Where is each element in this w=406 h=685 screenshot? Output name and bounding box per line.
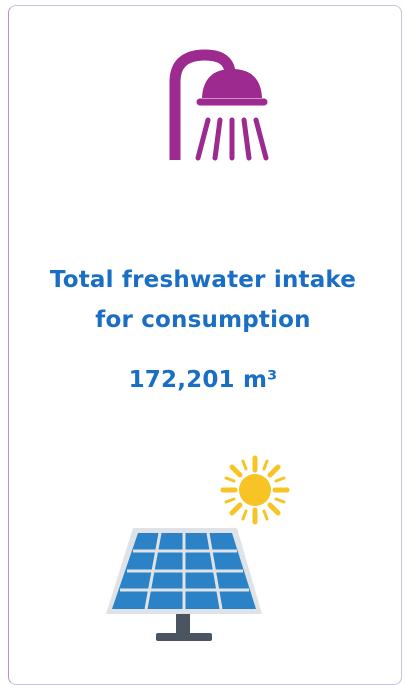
sun-icon xyxy=(220,455,290,525)
shower-icon xyxy=(169,49,269,161)
title-line: Total freshwater intake xyxy=(49,267,357,293)
value: 172,201 m³ xyxy=(128,367,278,393)
solar-panel-icon xyxy=(106,528,262,641)
icons xyxy=(106,49,290,641)
title-line: for consumption xyxy=(95,307,311,333)
page: Total freshwater intake for consumption … xyxy=(8,5,402,685)
